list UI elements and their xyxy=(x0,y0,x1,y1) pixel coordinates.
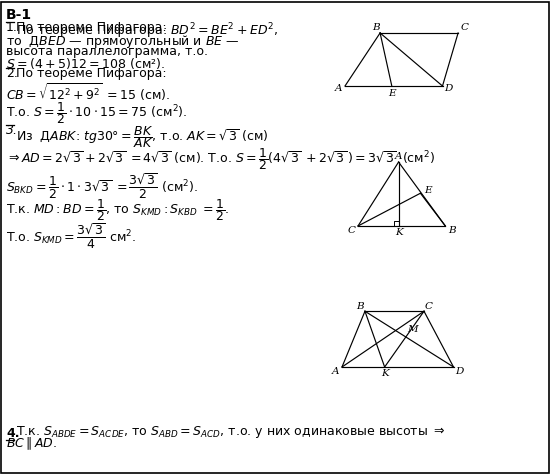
Text: 4.: 4. xyxy=(6,427,19,440)
Text: $S_{BKD}=\dfrac{1}{2}\cdot 1\cdot 3\sqrt{3}\;=\dfrac{3\sqrt{3}}{2}$ (см$^2$).: $S_{BKD}=\dfrac{1}{2}\cdot 1\cdot 3\sqrt… xyxy=(6,171,198,201)
Text: По теореме Пифагора: $BD^2=BE^2+ED^2$,: По теореме Пифагора: $BD^2=BE^2+ED^2$, xyxy=(16,21,278,41)
Text: то  Д$BED$ — прямоугольный и $BE$ —: то Д$BED$ — прямоугольный и $BE$ — xyxy=(6,33,239,50)
Text: Т.к. $MD : BD = \dfrac{1}{2}$, то $S_{KMD} : S_{KBD}\; = \dfrac{1}{2}$.: Т.к. $MD : BD = \dfrac{1}{2}$, то $S_{KM… xyxy=(6,197,229,223)
Text: A: A xyxy=(395,152,402,161)
Text: 3.: 3. xyxy=(6,124,18,137)
Text: E: E xyxy=(388,89,395,98)
Text: K: K xyxy=(381,368,388,377)
Text: B: B xyxy=(372,23,380,32)
Text: $\Rightarrow AD=2\sqrt{3}+2\sqrt{3}\; = 4\sqrt{3}$ (см). Т.о. $S = \dfrac{1}{2}(: $\Rightarrow AD=2\sqrt{3}+2\sqrt{3}\; = … xyxy=(6,146,435,172)
Text: D: D xyxy=(444,83,453,92)
Text: M: M xyxy=(408,325,418,334)
Text: K: K xyxy=(395,228,403,237)
Text: A: A xyxy=(332,366,340,375)
Text: B: B xyxy=(356,302,364,311)
Text: C: C xyxy=(425,302,433,311)
Text: E: E xyxy=(425,186,432,195)
Text: Т.о. $S_{KMD} = \dfrac{3\sqrt{3}}{4}$ см$^2$.: Т.о. $S_{KMD} = \dfrac{3\sqrt{3}}{4}$ см… xyxy=(6,221,136,251)
Text: C: C xyxy=(348,226,356,235)
Text: $S = (4 + 5)12 = 108$ (см²).: $S = (4 + 5)12 = 108$ (см²). xyxy=(6,56,165,71)
Text: C: C xyxy=(460,23,468,32)
Text: $CB = \sqrt{12^2+9^2}\; = 15$ (см).: $CB = \sqrt{12^2+9^2}\; = 15$ (см). xyxy=(6,81,170,103)
Text: высота параллелограмма, т.о.: высота параллелограмма, т.о. xyxy=(6,45,208,58)
Text: По теореме Пифагора:: По теореме Пифагора: xyxy=(16,21,170,34)
Text: По теореме Пифагора:: По теореме Пифагора: xyxy=(16,67,167,80)
Text: 1.: 1. xyxy=(6,21,18,34)
Text: 2.: 2. xyxy=(6,67,18,80)
Text: Т.к. $S_{ABDE} = S_{ACDE}$, то $S_{ABD} = S_{ACD}$, т.о. у них одинаковые высоты: Т.к. $S_{ABDE} = S_{ACDE}$, то $S_{ABD} … xyxy=(16,424,446,440)
Text: $BC \parallel AD$.: $BC \parallel AD$. xyxy=(6,436,57,452)
Text: D: D xyxy=(455,366,464,375)
Text: Из  Д$ABK$: $tg30° = \dfrac{BK}{AK}$, т.о. $AK = \sqrt{3}$ (см): Из Д$ABK$: $tg30° = \dfrac{BK}{AK}$, т.о… xyxy=(16,124,269,150)
Text: A: A xyxy=(336,83,343,92)
Text: B-1: B-1 xyxy=(6,8,32,22)
Text: Т.о. $S = \dfrac{1}{2} \cdot 10 \cdot 15 = 75$ (см$^2$).: Т.о. $S = \dfrac{1}{2} \cdot 10 \cdot 15… xyxy=(6,100,188,126)
Text: B: B xyxy=(449,226,456,235)
